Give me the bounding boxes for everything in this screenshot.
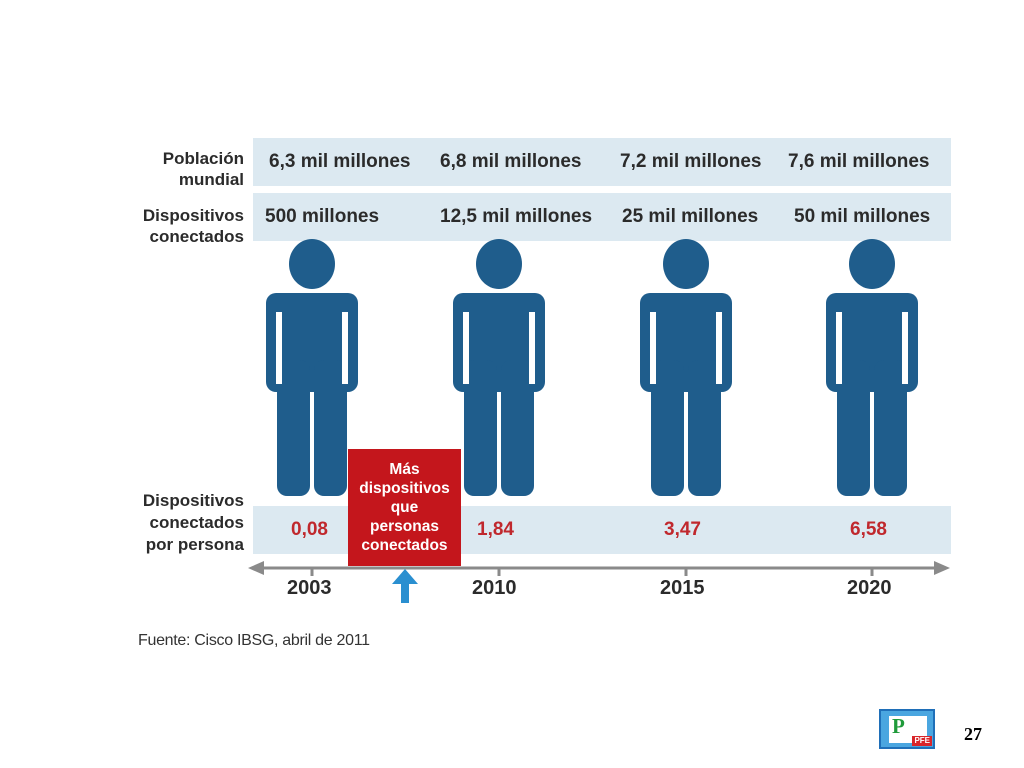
devices-cell-2020: 50 mil millones [794, 206, 931, 227]
row-label-devices: Dispositivos conectados [142, 206, 244, 246]
row-label-population: Población mundial [162, 149, 244, 189]
axis-right-arrowhead [934, 561, 950, 575]
devices-cell-2015: 25 mil millones [622, 206, 759, 227]
year-label-2015: 2015 [660, 577, 705, 599]
year-label-2010: 2010 [472, 577, 517, 599]
row-label-per-person: Dispositivos conectados por persona [142, 491, 244, 554]
year-label-2003: 2003 [287, 577, 332, 599]
person-figure-2010 [453, 239, 545, 496]
devices-cell-2010: 12,5 mil millones [440, 206, 593, 227]
person-figure-2003 [266, 239, 358, 496]
devices-cell-2003: 500 millones [265, 206, 380, 227]
arrow-shape [392, 569, 418, 603]
axis-left-arrowhead [248, 561, 264, 575]
ratio-2020: 6,58 [850, 519, 887, 540]
source-note: Fuente: Cisco IBSG, abril de 2011 [138, 632, 370, 649]
devices-band [253, 193, 951, 241]
person-figure-2020 [826, 239, 918, 496]
population-band [253, 138, 951, 186]
population-cell-2015: 7,2 mil millones [620, 151, 762, 172]
callout-more-devices: Más dispositivos que personas conectados [348, 449, 461, 566]
year-label-2020: 2020 [847, 577, 892, 599]
ratio-2003: 0,08 [291, 519, 328, 540]
timeline-axis [248, 561, 950, 576]
population-cell-2010: 6,8 mil millones [440, 151, 582, 172]
page-number: 27 [964, 724, 982, 744]
logo-icon[interactable]: P PFE [879, 709, 935, 749]
person-figure-2015 [640, 239, 732, 496]
ratio-2010: 1,84 [477, 519, 514, 540]
population-cell-2003: 6,3 mil millones [269, 151, 411, 172]
population-cell-2020: 7,6 mil millones [788, 151, 930, 172]
ratio-2015: 3,47 [664, 519, 701, 540]
logo-letter: P [892, 714, 905, 738]
person-figures [266, 239, 918, 496]
logo-tag: PFE [912, 736, 932, 746]
up-arrow-icon [392, 569, 418, 603]
